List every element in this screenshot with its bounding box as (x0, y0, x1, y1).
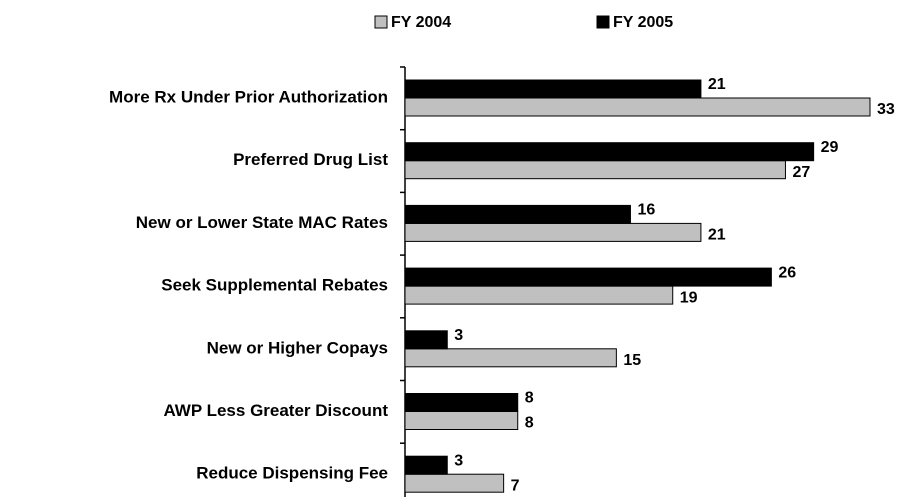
bar (404, 393, 519, 412)
bar (404, 330, 448, 350)
category-label: New or Higher Copays (207, 338, 388, 357)
value-label: 3 (454, 327, 463, 344)
legend-label: FY 2004 (391, 14, 451, 31)
value-label: 21 (708, 227, 726, 244)
value-label: 19 (680, 289, 698, 306)
value-label: 8 (525, 390, 534, 407)
value-label: 7 (511, 477, 520, 494)
value-label: 21 (708, 76, 726, 93)
bar (404, 285, 674, 305)
value-label: 27 (792, 164, 810, 181)
bar (404, 411, 519, 430)
value-label: 26 (778, 264, 796, 281)
value-label: 15 (623, 352, 641, 369)
value-label: 3 (454, 452, 463, 469)
bar (404, 455, 448, 475)
legend-swatch (374, 15, 388, 29)
category-label: New or Lower State MAC Rates (136, 213, 388, 232)
bar (404, 97, 871, 117)
legend-label: FY 2005 (613, 14, 673, 31)
category-label: Seek Supplemental Rebates (161, 276, 388, 295)
bar (404, 348, 617, 368)
bar (404, 473, 505, 493)
bar (404, 267, 772, 287)
bar (404, 204, 631, 224)
category-label: Reduce Dispensing Fee (196, 464, 388, 483)
bar (404, 222, 702, 242)
bar (404, 160, 786, 180)
value-label: 16 (637, 202, 655, 219)
value-label: 29 (821, 139, 839, 156)
value-label: 8 (525, 415, 534, 432)
value-label: 33 (877, 101, 895, 118)
category-label: More Rx Under Prior Authorization (109, 87, 388, 106)
category-label: AWP Less Greater Discount (163, 401, 388, 420)
bar (404, 142, 815, 162)
bar (404, 79, 702, 99)
category-label: Preferred Drug List (233, 150, 388, 169)
legend-swatch (596, 15, 610, 29)
